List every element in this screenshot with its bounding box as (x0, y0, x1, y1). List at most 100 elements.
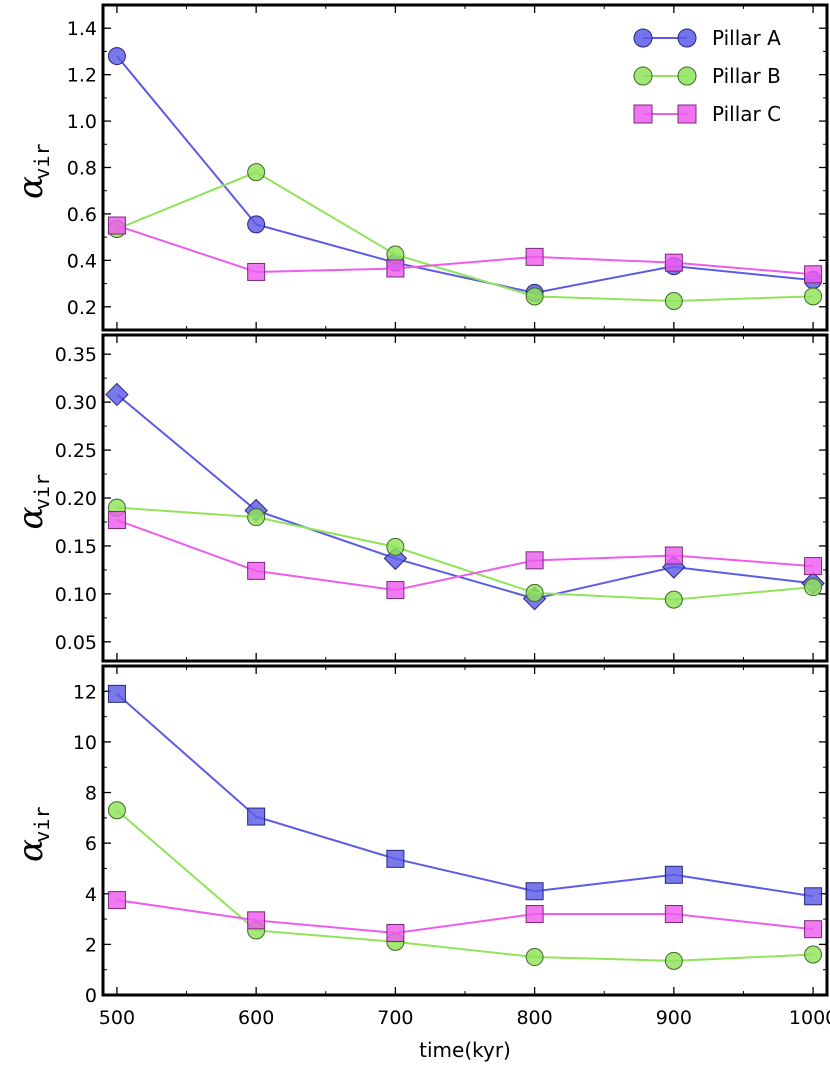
y-tick-label: 0.35 (55, 344, 97, 366)
y-tick-label: 1.0 (67, 111, 97, 133)
y-tick-label: 0.2 (67, 297, 97, 319)
data-point-pillar-a (107, 684, 126, 703)
data-point-pillar-b (804, 287, 823, 306)
legend: Pillar A Pillar B Pillar C (633, 26, 781, 126)
data-point-pillar-c (525, 247, 544, 266)
legend-entry-pillar-c: Pillar C (633, 102, 781, 126)
data-point-pillar-b (664, 590, 683, 609)
data-point-pillar-c (664, 905, 683, 924)
data-point-pillar-a (247, 807, 266, 826)
x-tick-label: 800 (516, 1007, 552, 1029)
series-line-pillar-c (116, 224, 814, 276)
data-point-pillar-a (664, 865, 683, 884)
legend-label-pillar-a: Pillar A (712, 26, 781, 50)
y-tick-label: 2 (85, 934, 97, 956)
y-axis-label-symbol: α (11, 176, 51, 199)
legend-marker-pillar-a (633, 28, 653, 48)
legend-entry-pillar-b: Pillar B (633, 64, 781, 88)
series-line-pillar-a (116, 393, 814, 600)
data-point-pillar-a (525, 882, 544, 901)
y-tick-label: 10 (73, 732, 97, 754)
data-point-pillar-b (107, 801, 126, 820)
legend-entry-pillar-a: Pillar A (633, 26, 781, 50)
x-tick-label: 500 (99, 1007, 135, 1029)
y-tick-label: 0.4 (67, 250, 97, 272)
data-point-pillar-b (525, 948, 544, 967)
panels: 0.20.40.60.81.01.21.4αvir0.050.100.150.2… (11, 3, 830, 1029)
data-point-pillar-c (804, 920, 823, 939)
x-tick-label: 900 (656, 1007, 692, 1029)
legend-label-pillar-c: Pillar C (712, 102, 781, 126)
data-point-pillar-b (804, 578, 823, 597)
x-tick-label: 600 (238, 1007, 274, 1029)
y-tick-label: 4 (85, 884, 97, 906)
y-tick-label: 0.05 (55, 632, 97, 654)
data-point-pillar-b (804, 945, 823, 964)
data-point-pillar-b (247, 508, 266, 527)
panel-frame (101, 3, 829, 332)
y-tick-label: 0.6 (67, 204, 97, 226)
data-point-pillar-b (664, 291, 683, 310)
data-point-pillar-a (247, 215, 266, 234)
y-tick-label: 1.2 (67, 65, 97, 87)
series-pillar-a (107, 684, 823, 906)
panel-frame (101, 333, 829, 663)
series-line-pillar-a (116, 55, 814, 294)
y-tick-label: 0.10 (55, 584, 97, 606)
data-point-pillar-c (247, 262, 266, 281)
legend-marker-pillar-b (633, 66, 653, 86)
y-axis-label-subscript: vir (30, 806, 54, 842)
series-line-pillar-b (116, 809, 814, 962)
y-tick-label: 0.25 (55, 440, 97, 462)
y-axis-label-subscript: vir (30, 143, 54, 179)
data-point-pillar-b (525, 287, 544, 306)
data-point-pillar-c (525, 551, 544, 570)
data-point-pillar-b (386, 537, 405, 556)
y-tick-label: 0.20 (55, 488, 97, 510)
x-tick-labels: 500 600 700 800 900 1000 (99, 1007, 830, 1029)
series-line-pillar-b (116, 506, 814, 601)
x-axis-label: time(kyr) (419, 1038, 511, 1062)
data-point-pillar-b (525, 583, 544, 602)
series-pillar-c (107, 891, 823, 942)
y-tick-label: 0.8 (67, 158, 97, 180)
series-line-pillar-c (116, 519, 814, 592)
y-tick-label: 8 (85, 783, 97, 805)
y-tick-label: 6 (85, 833, 97, 855)
data-point-pillar-c (107, 511, 126, 530)
series-line-pillar-b (116, 171, 814, 302)
series-pillar-c (107, 511, 823, 600)
legend-label-pillar-b: Pillar B (712, 64, 781, 88)
data-point-pillar-b (664, 951, 683, 970)
data-point-pillar-c (107, 891, 126, 910)
data-point-pillar-c (525, 905, 544, 924)
data-point-pillar-c (664, 253, 683, 272)
y-tick-label: 1.4 (67, 18, 97, 40)
data-point-pillar-a (804, 887, 823, 906)
series-pillar-b (107, 801, 823, 970)
series-line-pillar-c (116, 899, 814, 935)
data-point-pillar-c (107, 216, 126, 235)
data-point-pillar-a (105, 382, 129, 407)
y-tick-label: 0 (85, 985, 97, 1007)
data-point-pillar-b (247, 163, 266, 182)
y-tick-label: 12 (73, 681, 97, 703)
series-pillar-b (107, 498, 823, 609)
y-axis-label-symbol: α (11, 839, 51, 862)
y-axis-label-symbol: α (11, 506, 51, 529)
data-point-pillar-a (386, 849, 405, 868)
data-point-pillar-c (804, 265, 823, 284)
data-point-pillar-c (247, 561, 266, 580)
panel-frame (101, 664, 829, 997)
x-tick-label: 700 (377, 1007, 413, 1029)
series-pillar-c (107, 216, 823, 284)
data-point-pillar-c (804, 557, 823, 576)
y-axis-label-subscript: vir (30, 474, 54, 510)
